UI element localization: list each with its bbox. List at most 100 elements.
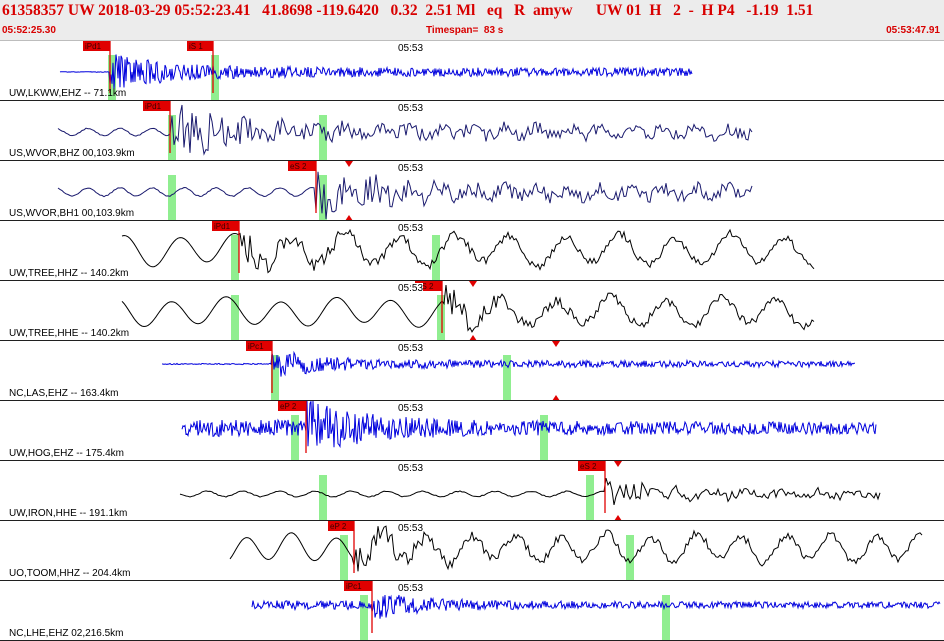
seismogram-trace[interactable]: iPd1 xyxy=(0,221,944,281)
station-label: UW,TREE,HHZ -- 140.2km xyxy=(9,268,129,279)
pick-label: eP 2 xyxy=(280,402,297,411)
seismogram-panels: iPd1 iS 1 05:53 UW,LKWW,EHZ -- 71.1km iPd1 05… xyxy=(0,41,944,641)
pick-window xyxy=(503,355,511,400)
trace-panel[interactable]: eP 2 05:53 UO,TOOM,HHZ -- 204.4km xyxy=(0,521,944,581)
station-label: UO,TOOM,HHZ -- 204.4km xyxy=(9,568,131,579)
pick-window xyxy=(437,295,445,340)
amplitude-marker-icon xyxy=(552,395,560,400)
minute-marker: 05:53 xyxy=(398,523,424,534)
pick-window xyxy=(586,475,594,520)
pick-window xyxy=(168,175,176,220)
station-label: UW,HOG,EHZ -- 175.4km xyxy=(9,448,125,459)
pick-label-box[interactable] xyxy=(578,461,605,471)
amplitude-marker-icon xyxy=(345,161,353,167)
waveform xyxy=(162,350,855,377)
seismogram-trace[interactable]: eP 2 xyxy=(0,521,944,581)
amplitude-marker-icon xyxy=(469,335,477,340)
event-summary-title: 61358357 UW 2018-03-29 05:52:23.41 41.86… xyxy=(2,2,814,19)
amplitude-marker-icon xyxy=(469,281,477,287)
waveform xyxy=(121,284,815,333)
minute-marker: 05:53 xyxy=(398,43,424,54)
waveform xyxy=(181,401,877,449)
seismogram-trace[interactable]: eS 2 xyxy=(0,461,944,521)
minute-marker: 05:53 xyxy=(398,103,424,114)
amplitude-marker-icon xyxy=(614,515,622,520)
pick-label: iPc1 xyxy=(346,582,362,591)
waveform xyxy=(251,594,941,619)
waveform xyxy=(59,54,693,90)
waveform xyxy=(57,171,753,220)
pick-label-box[interactable] xyxy=(83,41,110,51)
minute-marker: 05:53 xyxy=(398,403,424,414)
pick-label: iPd1 xyxy=(85,42,102,51)
station-label: US,WVOR,BHZ 00,103.9km xyxy=(9,148,135,159)
pick-window xyxy=(319,115,327,160)
seismogram-trace[interactable]: eS 2 xyxy=(0,161,944,221)
station-label: UW,TREE,HHE -- 140.2km xyxy=(9,328,130,339)
station-label: US,WVOR,BH1 00,103.9km xyxy=(9,208,135,219)
pick-window xyxy=(432,235,440,280)
window-end-time: 05:53:47.91 xyxy=(886,25,940,36)
station-label: UW,LKWW,EHZ -- 71.1km xyxy=(9,88,127,99)
minute-marker: 05:53 xyxy=(398,463,424,474)
pick-label: eS 2 xyxy=(580,462,597,471)
minute-marker: 05:53 xyxy=(398,343,424,354)
pick-label-box[interactable] xyxy=(278,401,306,411)
pick-label-box[interactable] xyxy=(288,161,316,171)
seismogram-trace[interactable]: eS 2 xyxy=(0,281,944,341)
pick-window xyxy=(360,595,368,640)
pick-label: eS 2 xyxy=(290,162,307,171)
trace-panel[interactable]: iPc1 05:53 NC,LAS,EHZ -- 163.4km xyxy=(0,341,944,401)
pick-window xyxy=(662,595,670,640)
trace-panel[interactable]: eS 2 05:53 US,WVOR,BH1 00,103.9km xyxy=(0,161,944,221)
pick-window xyxy=(211,55,219,100)
amplitude-marker-icon xyxy=(345,215,353,220)
trace-panel[interactable]: iPd1 05:53 US,WVOR,BHZ 00,103.9km xyxy=(0,101,944,161)
waveform xyxy=(121,228,815,274)
pick-label-box[interactable] xyxy=(143,101,170,111)
pick-label-box[interactable] xyxy=(187,41,213,51)
trace-panel[interactable]: eP 2 05:53 UW,HOG,EHZ -- 175.4km xyxy=(0,401,944,461)
station-label: NC,LAS,EHZ -- 163.4km xyxy=(9,388,119,399)
pick-label-box[interactable] xyxy=(415,281,442,291)
amplitude-marker-icon xyxy=(552,341,560,347)
minute-marker: 05:53 xyxy=(398,223,424,234)
pick-label: eS 2 xyxy=(417,282,434,291)
trace-panel[interactable]: iPd1 05:53 UW,TREE,HHZ -- 140.2km xyxy=(0,221,944,281)
pick-window xyxy=(231,235,239,280)
window-start-time: 05:52:25.30 xyxy=(2,25,56,36)
pick-label-box[interactable] xyxy=(212,221,239,231)
pick-window xyxy=(291,415,299,460)
pick-label-box[interactable] xyxy=(328,521,354,531)
station-label: NC,LHE,EHZ 02,216.5km xyxy=(9,628,124,639)
pick-window xyxy=(540,415,548,460)
minute-marker: 05:53 xyxy=(398,283,424,294)
event-header: 61358357 UW 2018-03-29 05:52:23.41 41.86… xyxy=(0,0,944,41)
pick-window xyxy=(319,475,327,520)
station-label: UW,IRON,HHE -- 191.1km xyxy=(9,508,128,519)
pick-window xyxy=(231,295,239,340)
minute-marker: 05:53 xyxy=(398,163,424,174)
pick-label: iPc1 xyxy=(248,342,264,351)
timespan-label: Timespan= 83 s xyxy=(426,25,504,36)
seismogram-trace[interactable]: iPc1 xyxy=(0,581,944,641)
waveform xyxy=(57,104,753,156)
amplitude-marker-icon xyxy=(614,461,622,467)
pick-window xyxy=(168,115,176,160)
seismogram-trace[interactable]: iPd1 iS 1 xyxy=(0,41,944,101)
pick-window xyxy=(626,535,634,580)
seismogram-trace[interactable]: iPd1 xyxy=(0,101,944,161)
trace-panel[interactable]: iPd1 iS 1 05:53 UW,LKWW,EHZ -- 71.1km xyxy=(0,41,944,101)
seismogram-trace[interactable]: iPc1 xyxy=(0,341,944,401)
pick-label: iS 1 xyxy=(189,42,203,51)
trace-panel[interactable]: eS 2 05:53 UW,TREE,HHE -- 140.2km xyxy=(0,281,944,341)
pick-window xyxy=(271,355,279,400)
minute-marker: 05:53 xyxy=(398,583,424,594)
pick-label-box[interactable] xyxy=(246,341,272,351)
pick-label-box[interactable] xyxy=(344,581,372,591)
trace-panel[interactable]: eS 2 05:53 UW,IRON,HHE -- 191.1km xyxy=(0,461,944,521)
trace-panel[interactable]: iPc1 05:53 NC,LHE,EHZ 02,216.5km xyxy=(0,581,944,641)
pick-label: iPd1 xyxy=(145,102,162,111)
seismogram-trace[interactable]: eP 2 xyxy=(0,401,944,461)
waveform xyxy=(229,525,923,572)
